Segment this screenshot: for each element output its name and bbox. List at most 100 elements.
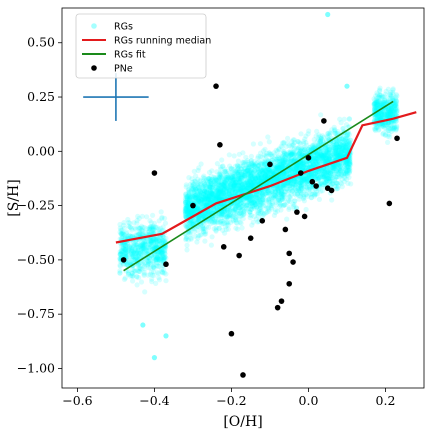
rg-point bbox=[279, 163, 285, 169]
rg-point bbox=[259, 171, 265, 177]
rg-point bbox=[227, 206, 233, 212]
rg-point bbox=[326, 153, 332, 159]
rg-point bbox=[292, 181, 298, 187]
rg-point bbox=[335, 153, 341, 159]
rg-point bbox=[336, 138, 342, 144]
rg-point bbox=[205, 198, 211, 204]
rg-point bbox=[235, 226, 241, 232]
rg-point bbox=[147, 218, 153, 224]
rg-point bbox=[295, 138, 301, 145]
rg-point bbox=[335, 171, 341, 177]
rg-point bbox=[188, 194, 194, 200]
rg-point bbox=[120, 249, 126, 255]
rg-point bbox=[256, 210, 262, 216]
rg-point bbox=[343, 141, 349, 147]
rg-point bbox=[224, 208, 231, 214]
rg-point bbox=[342, 147, 348, 153]
rg-point bbox=[151, 269, 157, 275]
rg-point bbox=[208, 198, 214, 204]
rg-point bbox=[158, 209, 164, 215]
rg-point bbox=[151, 236, 157, 242]
rg-point bbox=[297, 185, 303, 191]
rg-point bbox=[212, 177, 219, 183]
rg-point bbox=[201, 195, 207, 201]
rg-point bbox=[296, 162, 302, 168]
rg-point bbox=[135, 253, 142, 259]
rg-point bbox=[133, 254, 139, 260]
rg-point bbox=[334, 138, 340, 144]
rg-point bbox=[147, 224, 153, 230]
rg-point bbox=[262, 190, 268, 197]
rg-point bbox=[204, 224, 210, 230]
rg-point bbox=[260, 197, 266, 203]
rg-point bbox=[213, 190, 219, 196]
rg-point bbox=[205, 190, 212, 196]
rg-point bbox=[225, 222, 231, 228]
rg-point bbox=[195, 193, 201, 199]
rg-point bbox=[304, 188, 310, 194]
rg-point bbox=[320, 153, 326, 160]
rg-point bbox=[277, 156, 283, 162]
rg-point bbox=[158, 248, 165, 254]
rg-point bbox=[237, 205, 243, 211]
rg-point bbox=[255, 175, 261, 181]
rg-point bbox=[275, 166, 281, 172]
rg-point bbox=[333, 147, 339, 153]
rg-point bbox=[121, 276, 128, 282]
rg-point bbox=[139, 242, 145, 249]
rg-point bbox=[232, 175, 238, 181]
rg-point bbox=[211, 189, 217, 195]
rg-point bbox=[229, 184, 235, 190]
rg-point bbox=[212, 179, 219, 185]
rg-point bbox=[334, 170, 340, 176]
rg-point bbox=[220, 190, 226, 196]
rg-point bbox=[196, 217, 202, 223]
rg-point bbox=[292, 157, 298, 163]
rg-point bbox=[252, 180, 258, 186]
rg-point bbox=[117, 225, 123, 231]
rg-point bbox=[155, 263, 161, 269]
rg-point bbox=[275, 188, 281, 194]
rg-point bbox=[244, 195, 250, 201]
rg-point bbox=[133, 254, 139, 260]
rg-point bbox=[128, 242, 134, 248]
rg-point bbox=[232, 170, 238, 176]
rg-point bbox=[283, 156, 289, 162]
rg-point bbox=[138, 242, 144, 248]
rg-point bbox=[197, 194, 203, 201]
rg-point bbox=[157, 240, 163, 247]
rg-point bbox=[264, 172, 270, 178]
rg-point bbox=[184, 242, 190, 248]
rg-point bbox=[288, 144, 294, 150]
rg-point bbox=[244, 179, 250, 185]
rg-point bbox=[140, 228, 146, 234]
rg-point bbox=[223, 188, 229, 194]
rg-point bbox=[239, 175, 245, 181]
rg-point bbox=[150, 264, 157, 270]
rg-point bbox=[186, 210, 192, 216]
rg-point bbox=[337, 154, 343, 160]
rg-point bbox=[279, 189, 285, 196]
rg-point bbox=[300, 152, 306, 158]
rg-point bbox=[337, 164, 343, 170]
rg-point bbox=[120, 244, 126, 250]
rg-point bbox=[325, 156, 332, 162]
rg-point bbox=[150, 262, 157, 268]
rg-point bbox=[248, 158, 255, 164]
rg-point bbox=[299, 166, 305, 172]
rg-point bbox=[290, 169, 296, 175]
rg-point bbox=[280, 182, 286, 188]
rg-point bbox=[136, 231, 142, 237]
rg-point bbox=[135, 213, 141, 219]
rg-point bbox=[192, 233, 198, 239]
rg-point bbox=[185, 205, 191, 211]
rg-point bbox=[185, 194, 191, 200]
rg-point bbox=[271, 212, 277, 218]
rg-point bbox=[317, 153, 323, 159]
rg-point bbox=[325, 146, 331, 152]
rg-point bbox=[221, 190, 227, 196]
rg-point bbox=[236, 201, 242, 207]
rg-point bbox=[139, 266, 145, 272]
rg-point bbox=[217, 182, 223, 188]
rg-point bbox=[256, 169, 262, 175]
